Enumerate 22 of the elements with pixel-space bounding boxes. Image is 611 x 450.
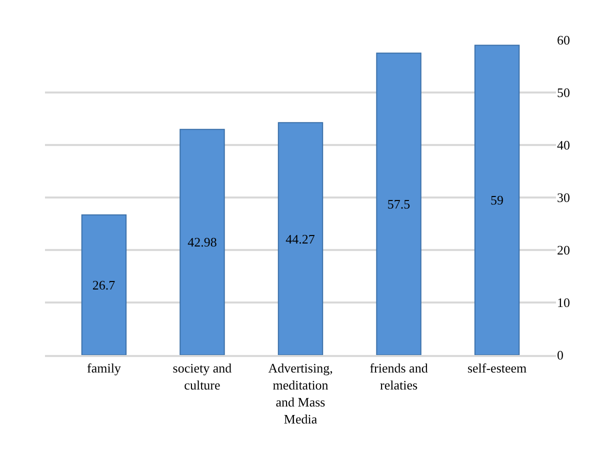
- y-tick-label: 30: [557, 190, 570, 206]
- y-tick-label: 50: [557, 85, 570, 100]
- bar: [180, 128, 225, 355]
- y-tick-label: 40: [557, 138, 570, 153]
- x-tick-label: friends and relaties: [370, 360, 428, 392]
- x-tick-label: society and culture: [172, 360, 232, 392]
- data-label: 42.98: [188, 234, 217, 250]
- data-label: 57.5: [387, 196, 410, 212]
- bar: [81, 214, 127, 355]
- y-tick-label: 60: [557, 32, 570, 48]
- y-tick-label: 0: [557, 348, 564, 363]
- x-tick-label: self-esteem: [467, 360, 527, 376]
- y-tick-label: 20: [557, 242, 570, 258]
- bar: [474, 44, 520, 355]
- y-tick-label: 10: [557, 295, 570, 310]
- data-label: 26.7: [92, 277, 116, 292]
- data-label: 44.27: [286, 231, 316, 246]
- data-label: 59: [490, 192, 504, 208]
- bar: [278, 122, 324, 355]
- x-tick-label: Advertising, meditation and Mass Media: [268, 360, 333, 426]
- x-tick-label: family: [86, 360, 122, 376]
- bar: [376, 52, 422, 355]
